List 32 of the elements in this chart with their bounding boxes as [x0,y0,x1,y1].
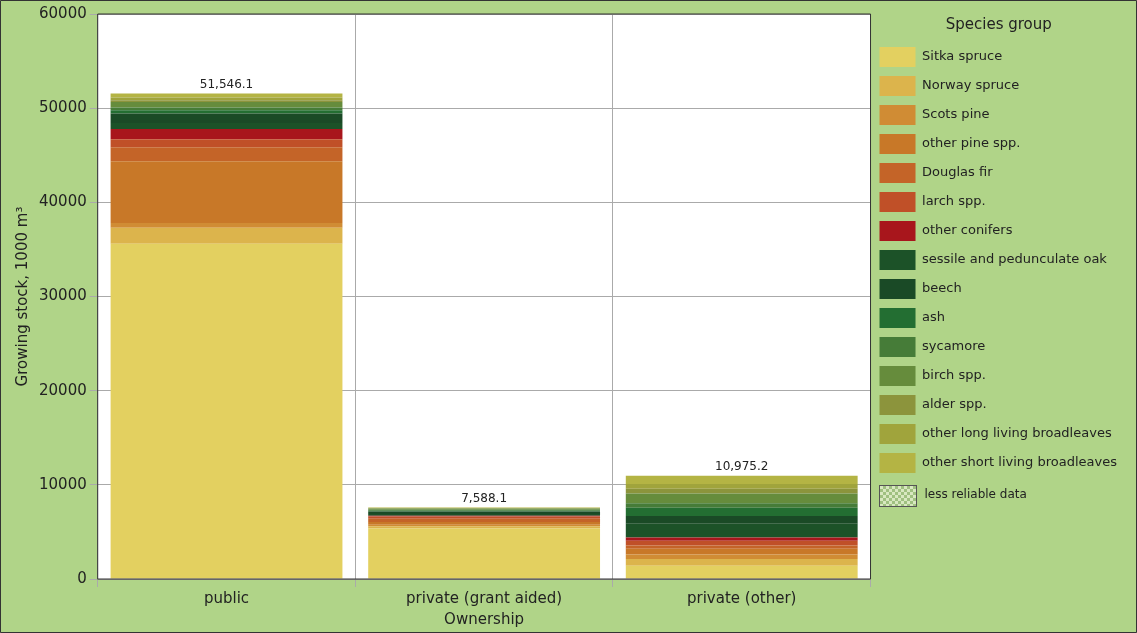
y-tick-label: 0 [77,568,87,587]
legend-label: alder spp. [922,396,987,412]
legend-label: larch spp. [922,193,986,209]
legend-label: other long living broadleaves [922,425,1112,441]
y-axis-title: Growing stock, 1000 m³ [12,206,31,387]
legend-label: Sitka spruce [922,48,1003,64]
legend-label: other short living broadleaves [922,454,1118,470]
y-tick-label: 50000 [39,98,87,117]
legend-label: other pine spp. [922,135,1021,151]
legend-label: birch spp. [922,367,986,383]
x-tick-label: private (grant aided) [406,588,563,607]
legend-label: Norway spruce [922,77,1020,93]
legend-label: Douglas fir [922,164,994,180]
total-label: 10,975.2 [715,458,769,473]
total-label: 7,588.1 [461,490,508,505]
x-tick-label: public [203,588,250,607]
legend-label: beech [922,280,962,296]
total-label: 51,546.1 [199,76,254,91]
legend-label: other conifers [922,222,1013,238]
legend-label: Scots pine [922,106,990,122]
x-tick-label: private (other) [686,588,797,607]
y-tick-label: 60000 [39,3,87,22]
y-tick-label: 20000 [39,380,87,399]
legend-label: sessile and pedunculate oak [922,251,1108,267]
legend-label: ash [922,309,945,325]
y-tick-label: 40000 [39,192,87,211]
legend-title: Species group [945,15,1052,34]
y-tick-label: 10000 [39,474,87,493]
y-tick-label: 30000 [39,286,87,305]
legend-label: sycamore [922,338,986,354]
text: less reliable data [924,487,1027,502]
x-axis-title: Ownership [444,609,525,628]
